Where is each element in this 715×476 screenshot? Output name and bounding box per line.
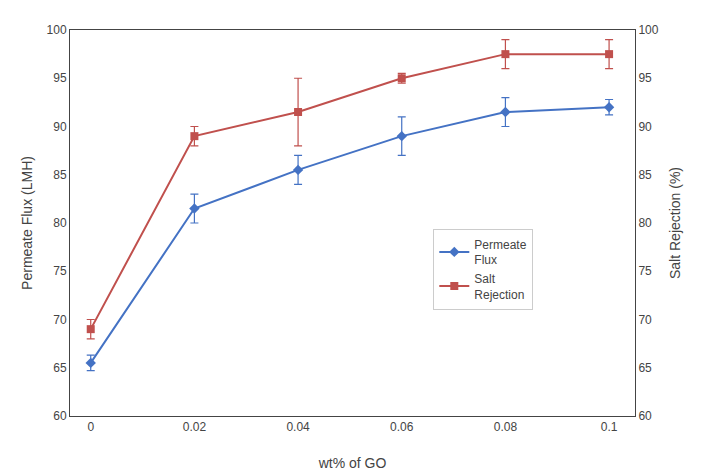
svg-text:80: 80 xyxy=(638,216,652,230)
svg-text:60: 60 xyxy=(53,409,67,423)
svg-text:Permeate Flux (LMH): Permeate Flux (LMH) xyxy=(19,156,35,290)
svg-text:65: 65 xyxy=(638,361,652,375)
svg-text:100: 100 xyxy=(47,23,67,37)
svg-text:70: 70 xyxy=(638,313,652,327)
svg-text:85: 85 xyxy=(53,168,67,182)
svg-text:0: 0 xyxy=(87,420,94,434)
svg-text:60: 60 xyxy=(638,409,652,423)
svg-text:SaltRejection: SaltRejection xyxy=(474,272,524,302)
svg-text:100: 100 xyxy=(638,23,658,37)
svg-text:95: 95 xyxy=(53,71,67,85)
svg-text:0.02: 0.02 xyxy=(183,420,207,434)
svg-text:75: 75 xyxy=(53,264,67,278)
svg-text:65: 65 xyxy=(53,361,67,375)
svg-text:0.1: 0.1 xyxy=(601,420,618,434)
svg-text:Salt Rejection (%): Salt Rejection (%) xyxy=(667,167,683,279)
svg-text:90: 90 xyxy=(53,120,67,134)
svg-text:wt% of GO: wt% of GO xyxy=(318,455,387,471)
svg-text:0.06: 0.06 xyxy=(390,420,414,434)
svg-text:95: 95 xyxy=(638,71,652,85)
svg-text:0.04: 0.04 xyxy=(286,420,310,434)
svg-text:70: 70 xyxy=(53,313,67,327)
svg-text:90: 90 xyxy=(638,120,652,134)
svg-text:75: 75 xyxy=(638,264,652,278)
svg-text:85: 85 xyxy=(638,168,652,182)
svg-text:PermeateFlux: PermeateFlux xyxy=(474,238,526,268)
svg-text:80: 80 xyxy=(53,216,67,230)
svg-text:0.08: 0.08 xyxy=(494,420,518,434)
